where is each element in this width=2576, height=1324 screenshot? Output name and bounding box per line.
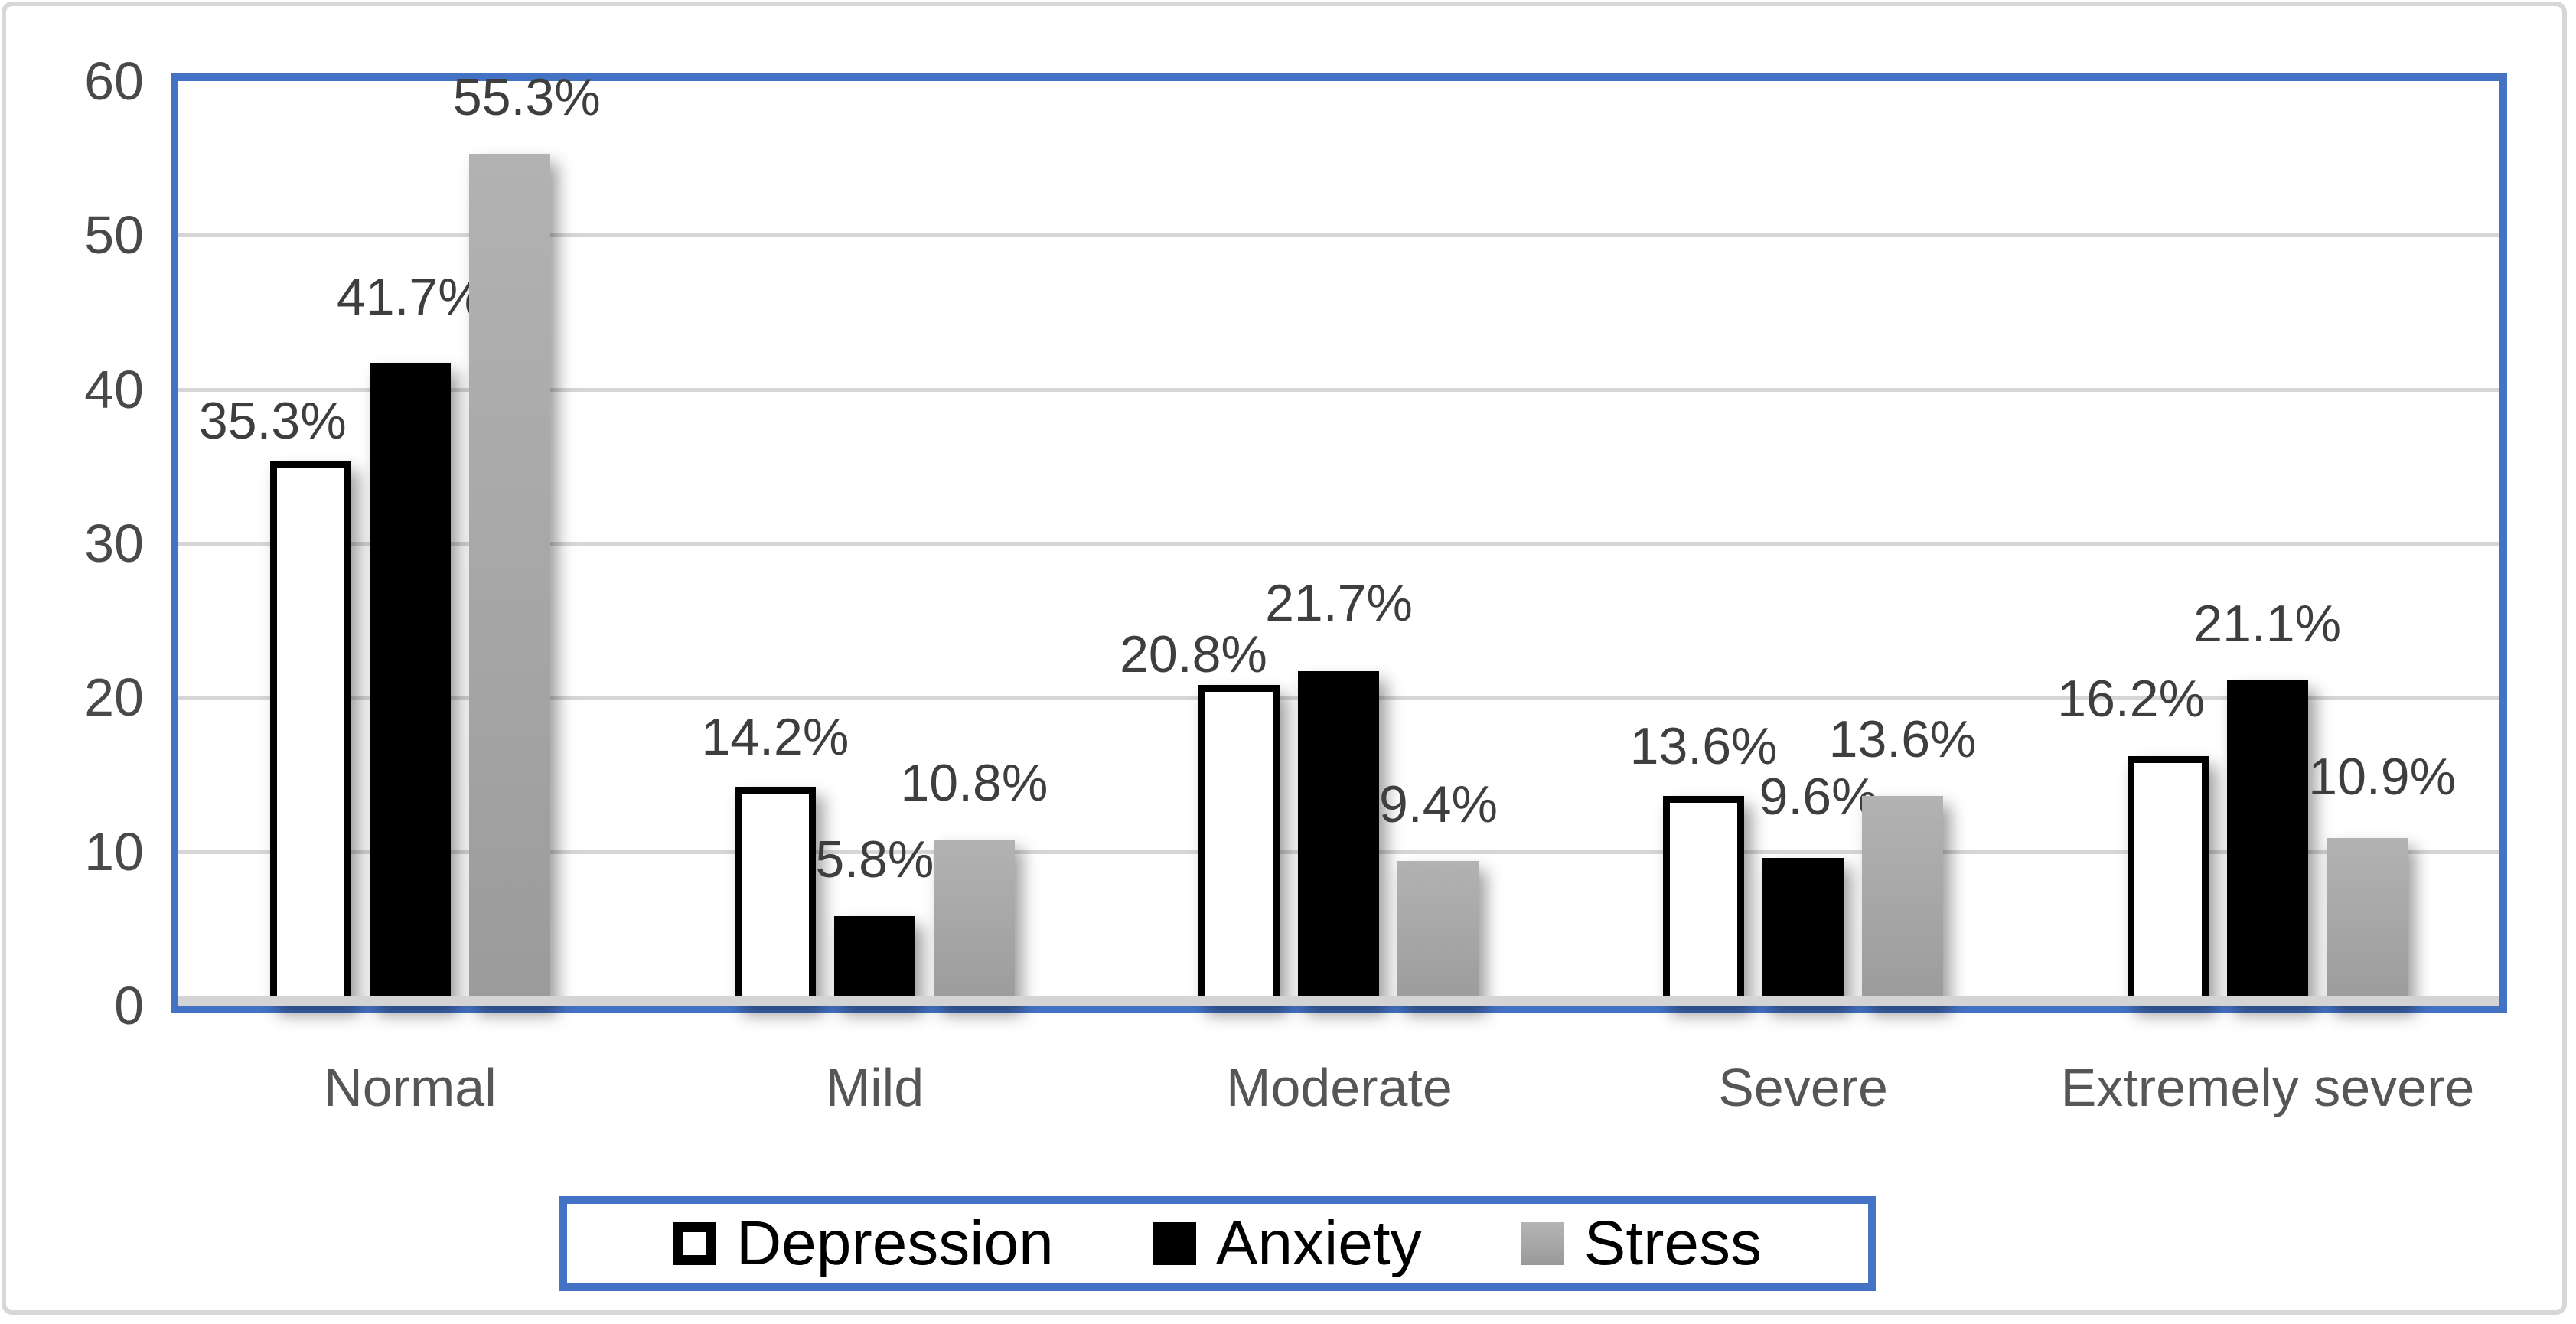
data-label-depression-extremely-severe: 16.2%	[2057, 670, 2206, 728]
data-label-depression-moderate: 20.8%	[1120, 625, 1267, 683]
y-tick-10: 10	[84, 822, 144, 882]
bar-anxiety-mild: 5.8%	[815, 833, 934, 1006]
legend-label-stress: Stress	[1583, 1208, 1762, 1278]
y-tick-20: 20	[84, 667, 144, 727]
y-tick-40: 40	[84, 360, 144, 419]
data-label-anxiety-mild: 5.8%	[815, 830, 934, 889]
legend-swatch-anxiety-icon	[1153, 1222, 1196, 1265]
data-label-anxiety-severe: 9.6%	[1759, 768, 1878, 826]
bar-anxiety-extremely-severe: 21.1%	[2193, 598, 2341, 1006]
legend-label-anxiety: Anxiety	[1215, 1208, 1422, 1278]
x-axis-line	[178, 996, 2499, 1006]
bar-group-moderate: 20.8% 21.7% 9.4%	[1107, 81, 1571, 1006]
data-label-stress-moderate: 9.4%	[1378, 775, 1498, 833]
bar-depression-mild: 14.2%	[701, 711, 849, 1006]
legend-swatch-depression-icon	[673, 1222, 716, 1265]
category-label-severe: Severe	[1718, 1058, 1888, 1117]
bar-anxiety-normal: 41.7%	[337, 271, 484, 1006]
bar-group-severe: 13.6% 9.6% 13.6%	[1571, 81, 2036, 1006]
y-tick-50: 50	[84, 205, 144, 265]
y-tick-0: 0	[114, 976, 144, 1035]
category-label-mild: Mild	[825, 1058, 924, 1117]
gridline-30	[178, 542, 2499, 546]
legend-label-depression: Depression	[735, 1208, 1054, 1278]
data-label-stress-severe: 13.6%	[1828, 710, 1977, 768]
bar-group-mild: 14.2% 5.8% 10.8%	[643, 81, 1107, 1006]
category-label-normal: Normal	[324, 1058, 497, 1117]
bar-groups: 35.3% 41.7% 55.3% 14.2% 5.8% 10.8% 20.8% 21.7% 9…	[178, 71, 2499, 1006]
bar-stress-severe: 13.6%	[1829, 713, 1976, 1006]
y-tick-30: 30	[84, 514, 144, 573]
bar-depression-severe: 13.6%	[1630, 720, 1777, 1006]
data-label-depression-normal: 35.3%	[198, 392, 347, 450]
bar-stress-moderate: 9.4%	[1379, 778, 1498, 1006]
legend-entry-stress: Stress	[1521, 1212, 1762, 1275]
data-label-anxiety-normal: 41.7%	[336, 268, 484, 326]
bar-stress-normal: 55.3%	[453, 71, 601, 1006]
legend-swatch-stress-icon	[1521, 1222, 1564, 1265]
data-label-stress-normal: 55.3%	[452, 68, 601, 126]
gridline-50	[178, 233, 2499, 238]
legend-entry-anxiety: Anxiety	[1153, 1212, 1422, 1275]
data-label-depression-mild: 14.2%	[701, 708, 849, 766]
bar-group-extremely-severe: 16.2% 21.1% 10.9%	[2035, 81, 2499, 1006]
legend: Depression Anxiety Stress	[559, 1196, 1876, 1291]
bar-stress-extremely-severe: 10.9%	[2308, 751, 2456, 1006]
legend-entry-depression: Depression	[673, 1212, 1054, 1275]
gridline-40	[178, 387, 2499, 392]
data-label-anxiety-extremely-severe: 21.1%	[2193, 595, 2342, 653]
bar-depression-extremely-severe: 16.2%	[2057, 673, 2209, 1006]
data-label-depression-severe: 13.6%	[1629, 717, 1778, 775]
bar-anxiety-moderate: 21.7%	[1265, 577, 1413, 1006]
category-label-moderate: Moderate	[1226, 1058, 1453, 1117]
bar-stress-mild: 10.8%	[900, 757, 1048, 1006]
data-label-stress-extremely-severe: 10.9%	[2308, 748, 2457, 806]
y-tick-60: 60	[84, 51, 144, 111]
bar-depression-normal: 35.3%	[199, 395, 352, 1006]
plot-area: 35.3% 41.7% 55.3% 14.2% 5.8% 10.8% 20.8% 21.7% 9…	[171, 71, 2507, 1013]
category-label-extremely-severe: Extremely severe	[2060, 1058, 2475, 1117]
bar-depression-moderate: 20.8%	[1120, 628, 1280, 1006]
bar-group-normal: 35.3% 41.7% 55.3%	[178, 71, 643, 1006]
bar-anxiety-severe: 9.6%	[1759, 771, 1878, 1006]
data-label-stress-mild: 10.8%	[900, 754, 1048, 812]
data-label-anxiety-moderate: 21.7%	[1265, 574, 1413, 632]
